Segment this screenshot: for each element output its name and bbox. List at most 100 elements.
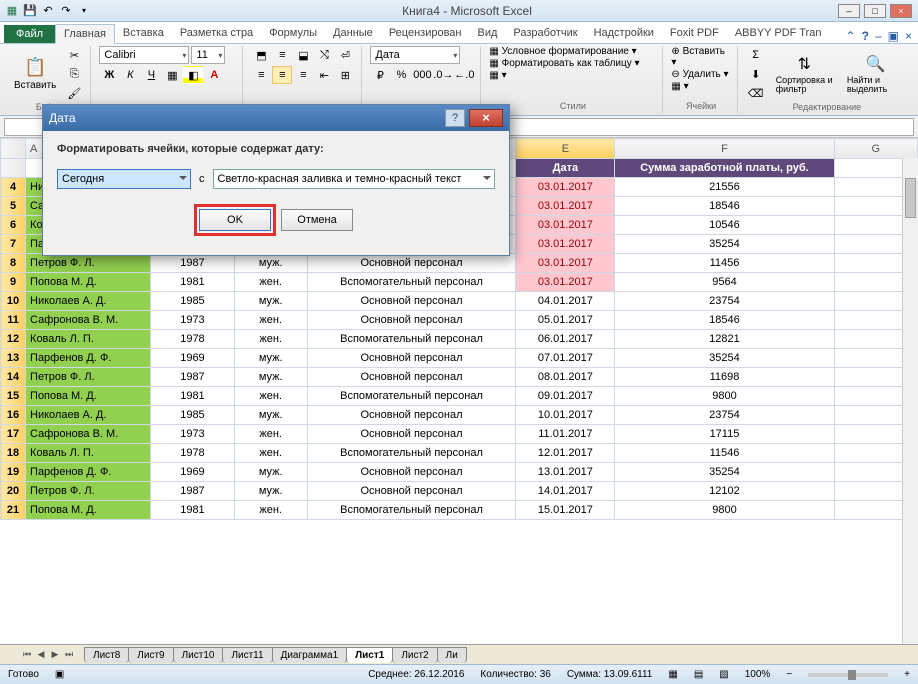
column-header[interactable]: G — [834, 139, 918, 159]
minimize-button[interactable]: – — [838, 4, 860, 18]
number-format-combo[interactable]: Дата — [370, 46, 460, 64]
save-icon[interactable]: 💾 — [22, 3, 38, 19]
cell[interactable]: 1978 — [151, 330, 234, 349]
cell[interactable]: Основной персонал — [307, 349, 516, 368]
cell[interactable]: 1978 — [151, 444, 234, 463]
ribbon-tab[interactable]: Разметка стра — [172, 24, 261, 43]
cell-styles-button[interactable]: ▦ ▾ — [489, 70, 506, 81]
excel-icon[interactable]: ▦ — [4, 3, 20, 19]
cell[interactable]: 35254 — [615, 235, 834, 254]
cell[interactable]: 35254 — [615, 349, 834, 368]
select-all-corner[interactable] — [1, 139, 26, 159]
row-header[interactable]: 10 — [1, 292, 26, 311]
cell[interactable]: жен. — [234, 387, 307, 406]
condition-combo[interactable]: Сегодня — [57, 169, 191, 189]
dialog-help-icon[interactable]: ? — [445, 109, 465, 127]
cell[interactable]: 07.01.2017 — [516, 349, 615, 368]
cell[interactable]: 10.01.2017 — [516, 406, 615, 425]
column-header[interactable]: E — [516, 139, 615, 159]
clear-icon[interactable]: ⌫ — [746, 84, 766, 102]
cell[interactable]: Вспомогательный персонал — [307, 330, 516, 349]
cell[interactable]: 03.01.2017 — [516, 216, 615, 235]
help-icon[interactable]: ? — [862, 29, 869, 43]
cell[interactable]: 12821 — [615, 330, 834, 349]
column-header[interactable]: F — [615, 139, 834, 159]
row-header[interactable]: 7 — [1, 235, 26, 254]
cell[interactable]: жен. — [234, 311, 307, 330]
doc-restore-icon[interactable]: ▣ — [888, 29, 899, 43]
dialog-close-icon[interactable]: × — [469, 109, 503, 127]
cell[interactable]: Попова М. Д. — [26, 501, 151, 520]
dialog-titlebar[interactable]: Дата ? × — [43, 105, 509, 131]
cell[interactable]: 1981 — [151, 501, 234, 520]
cell[interactable]: 1973 — [151, 311, 234, 330]
cell[interactable]: Основной персонал — [307, 292, 516, 311]
row-header[interactable]: 18 — [1, 444, 26, 463]
cell[interactable]: 03.01.2017 — [516, 273, 615, 292]
undo-icon[interactable]: ↶ — [40, 3, 56, 19]
cell[interactable]: 23754 — [615, 292, 834, 311]
cell[interactable]: жен. — [234, 273, 307, 292]
cell[interactable]: муж. — [234, 482, 307, 501]
format-as-table-button[interactable]: ▦ Форматировать как таблицу ▾ — [489, 58, 639, 69]
cell[interactable]: 05.01.2017 — [516, 311, 615, 330]
redo-icon[interactable]: ↷ — [58, 3, 74, 19]
vertical-scrollbar[interactable] — [902, 158, 918, 644]
align-left-icon[interactable]: ≡ — [251, 66, 271, 84]
ribbon-tab[interactable]: Вставка — [115, 24, 172, 43]
cell[interactable]: Попова М. Д. — [26, 387, 151, 406]
file-tab[interactable]: Файл — [4, 25, 55, 43]
sheet-first-icon[interactable]: ⏮ — [20, 649, 34, 660]
cell[interactable]: 11.01.2017 — [516, 425, 615, 444]
align-bottom-icon[interactable]: ⬓ — [293, 46, 313, 64]
cell[interactable]: 23754 — [615, 406, 834, 425]
italic-icon[interactable]: К — [120, 66, 140, 84]
format-cells-button[interactable]: ▦ ▾ — [671, 81, 688, 92]
cell[interactable]: муж. — [234, 406, 307, 425]
cell[interactable]: 11456 — [615, 254, 834, 273]
cell[interactable]: Вспомогательный персонал — [307, 501, 516, 520]
scrollbar-thumb[interactable] — [905, 178, 916, 218]
cell[interactable]: 1969 — [151, 349, 234, 368]
row-header[interactable]: 5 — [1, 197, 26, 216]
cell[interactable]: 11698 — [615, 368, 834, 387]
orientation-icon[interactable]: ⤭ — [314, 46, 334, 64]
maximize-button[interactable]: □ — [864, 4, 886, 18]
row-header[interactable] — [1, 159, 26, 178]
view-layout-icon[interactable]: ▤ — [694, 669, 703, 680]
ribbon-tab[interactable]: Foxit PDF — [662, 24, 727, 43]
find-select-button[interactable]: 🔍 Найти и выделить — [843, 52, 908, 96]
cell[interactable]: Парфенов Д. Ф. — [26, 463, 151, 482]
cell[interactable]: жен. — [234, 501, 307, 520]
sort-filter-button[interactable]: ⇅ Сортировка и фильтр — [772, 52, 837, 96]
row-header[interactable]: 12 — [1, 330, 26, 349]
cell[interactable]: 03.01.2017 — [516, 178, 615, 197]
cell[interactable]: Петров Ф. Л. — [26, 482, 151, 501]
cell[interactable]: 15.01.2017 — [516, 501, 615, 520]
cell[interactable]: 03.01.2017 — [516, 235, 615, 254]
cell[interactable]: 21556 — [615, 178, 834, 197]
cut-icon[interactable]: ✂ — [64, 46, 84, 64]
cell[interactable]: 1969 — [151, 463, 234, 482]
cell[interactable]: 09.01.2017 — [516, 387, 615, 406]
cell[interactable]: 03.01.2017 — [516, 197, 615, 216]
zoom-out-icon[interactable]: − — [786, 669, 792, 680]
cell[interactable]: Петров Ф. Л. — [26, 368, 151, 387]
row-header[interactable]: 21 — [1, 501, 26, 520]
cell[interactable]: 1973 — [151, 425, 234, 444]
cell[interactable]: 1985 — [151, 292, 234, 311]
cell[interactable]: 14.01.2017 — [516, 482, 615, 501]
currency-icon[interactable]: ₽ — [370, 66, 390, 84]
cell[interactable]: 35254 — [615, 463, 834, 482]
view-pagebreak-icon[interactable]: ▧ — [719, 669, 728, 680]
cell[interactable]: 1985 — [151, 406, 234, 425]
conditional-formatting-button[interactable]: ▦ Условное форматирование ▾ — [489, 46, 636, 57]
row-header[interactable]: 9 — [1, 273, 26, 292]
cell[interactable]: 18546 — [615, 197, 834, 216]
cell[interactable]: муж. — [234, 254, 307, 273]
cell[interactable]: Вспомогательный персонал — [307, 387, 516, 406]
cell[interactable]: 06.01.2017 — [516, 330, 615, 349]
fill-icon[interactable]: ⬇ — [746, 65, 766, 83]
cell[interactable]: Николаев А. Д. — [26, 292, 151, 311]
row-header[interactable]: 19 — [1, 463, 26, 482]
